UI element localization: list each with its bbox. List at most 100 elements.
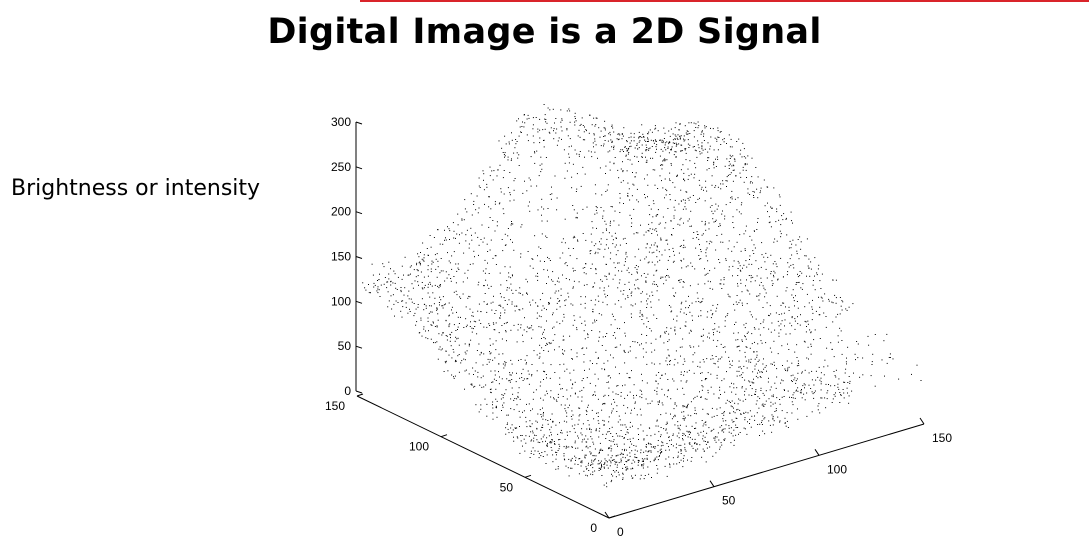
surface-point [610,460,612,462]
surface-point [710,317,712,319]
surface-point [432,292,434,294]
surface-point [566,170,568,172]
surface-point [423,326,425,328]
surface-point [456,311,457,313]
surface-point [595,430,597,432]
surface-point [634,303,636,305]
surface-point [532,117,534,119]
surface-point [806,392,808,394]
surface-point [637,232,639,234]
surface-point [684,443,686,445]
surface-point [574,392,576,394]
surface-point [395,287,397,289]
surface-point [594,448,596,450]
surface-point [742,267,743,269]
surface-point [547,423,549,425]
surface-point [585,273,587,275]
surface-point [661,374,663,376]
surface-point [612,391,614,393]
surface-point [516,372,517,374]
surface-point [614,401,616,403]
surface-point [564,177,566,179]
surface-point [738,345,740,347]
surface-point [608,272,610,274]
surface-point [460,297,462,299]
surface-point [855,359,856,361]
surface-point [496,175,498,177]
surface-point [658,401,660,403]
surface-point [476,195,478,197]
surface-point [743,148,745,150]
surface-point [712,313,714,315]
surface-point [587,334,589,336]
surface-point [401,265,403,267]
surface-point [425,337,427,339]
surface-point [754,328,756,330]
surface-point [540,171,542,173]
surface-point [685,435,686,437]
surface-point [720,241,722,243]
surface-point [683,178,685,180]
surface-point [603,466,605,468]
surface-point [529,301,531,303]
surface-point [627,429,629,430]
surface-point [573,369,575,371]
surface-point [778,325,780,327]
surface-point [603,287,605,289]
surface-point [758,295,760,297]
surface-point [603,210,605,212]
surface-point [824,293,826,295]
surface-point [492,401,494,403]
surface-point [622,456,624,458]
surface-point [608,247,609,249]
surface-point [538,357,540,359]
surface-point [659,453,661,455]
surface-point [749,418,751,420]
surface-point [682,281,684,282]
surface-point [713,334,714,336]
surface-point [606,189,608,191]
surface-point [740,368,742,370]
surface-point [712,329,714,331]
surface-point [600,449,602,451]
surface-point [777,320,779,322]
surface-point [574,440,576,442]
surface-point [650,451,652,453]
surface-point [732,169,734,171]
surface-point [467,269,469,271]
surface-point [683,418,685,420]
surface-point [582,423,584,425]
surface-point [476,333,478,335]
surface-point [506,287,508,289]
surface-point [538,175,540,177]
surface-point [675,122,677,124]
surface-point [721,430,723,432]
surface-point [781,410,783,412]
surface-point [487,251,489,252]
surface-point [830,385,832,387]
surface-point [632,468,634,470]
surface-point [684,325,686,327]
surface-point [646,159,648,161]
surface-point [806,326,807,327]
surface-point [510,427,512,429]
surface-point [667,275,669,277]
surface-point [508,380,510,382]
surface-point [599,241,600,243]
surface-point [676,320,678,322]
surface-point [629,452,631,454]
surface-point [656,214,658,216]
surface-point [583,354,585,355]
surface-point [566,431,568,433]
surface-point [676,463,678,465]
surface-point [732,360,733,362]
surface-point [690,330,692,332]
surface-point [676,176,678,177]
surface-point [435,258,437,260]
surface-point [614,463,616,465]
surface-point [558,448,560,450]
surface-point [572,248,574,249]
surface-point [814,329,816,331]
surface-point [523,378,525,380]
y-tick-label: 50 [500,480,514,494]
